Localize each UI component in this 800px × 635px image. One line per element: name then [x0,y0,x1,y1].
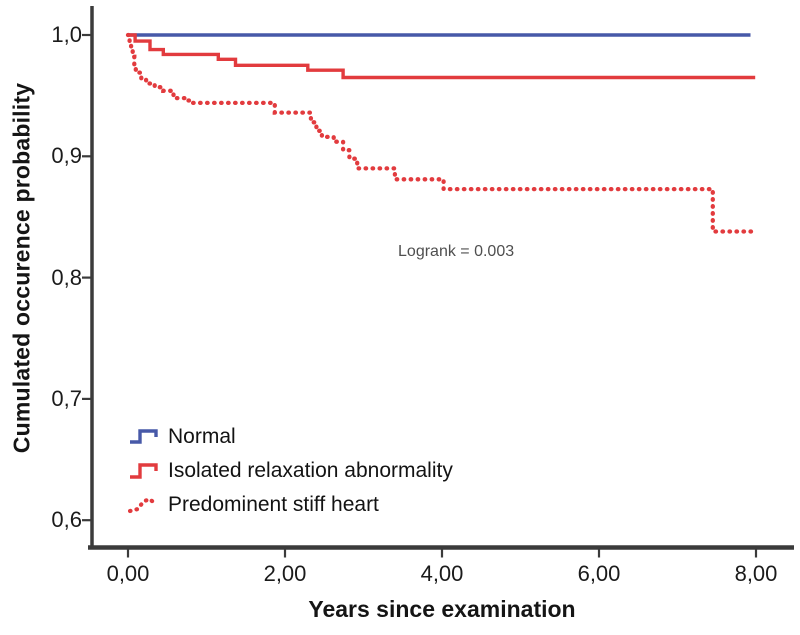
y-tick-label: 1,0 [51,22,82,47]
legend-label-isolated-relaxation-abnormality: Isolated relaxation abnormality [168,459,453,482]
y-tick-label: 0,8 [51,264,82,290]
legend-symbol-normal-step-line-icon [130,429,158,444]
series-2-curve [125,32,758,234]
series-1-curve [128,33,756,80]
legend-symbol-isolated-step-line-icon [130,463,158,479]
y-tick-label: 0,6 [51,507,82,533]
legend-row-isolated-relaxation-abnormality: Isolated relaxation abnormality [128,454,453,488]
x-tick-label: 2,00 [263,561,307,586]
x-axis-title: Years since examination [308,596,576,622]
legend-label-normal: Normal [168,425,236,448]
x-tick-label: 4,00 [420,561,464,586]
legend-symbol-stiff-heart-dotted-line-icon [128,496,158,514]
logrank-annotation: Logrank = 0.003 [398,243,515,261]
x-tick-label: 6,00 [577,561,621,586]
y-axis-title: Cumulated occurence probability [8,82,35,454]
x-tick-label: 8,00 [734,561,778,586]
y-tick-label: 0,7 [51,385,82,411]
legend-row-normal: Normal [128,420,453,454]
legend-label-predominent-stiff-heart: Predominent stiff heart [168,493,379,516]
legend: Normal Isolated relaxation abnormality P… [128,420,453,522]
legend-row-predominent-stiff-heart: Predominent stiff heart [128,488,453,522]
x-tick-label: 0,00 [106,561,150,586]
y-tick-label: 0,9 [51,143,82,169]
